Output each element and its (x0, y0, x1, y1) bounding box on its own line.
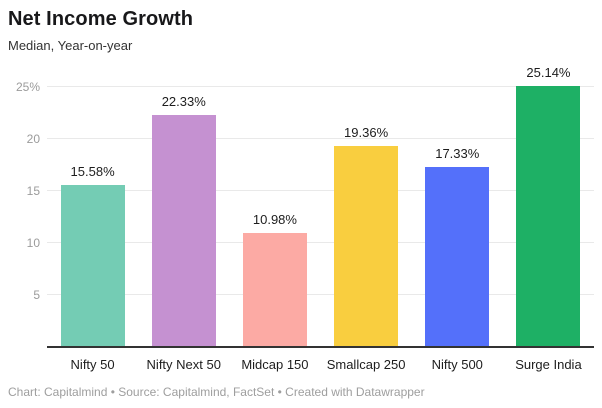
y-gridline (47, 138, 594, 139)
bar-group: 15.58% Nifty 50 (47, 66, 138, 372)
y-tick-label: 15 (26, 184, 40, 198)
bar-category-label: Nifty 500 (431, 357, 483, 372)
y-gridline (47, 294, 594, 295)
bar-columns: 15.58% Nifty 50 22.33% Nifty Next 50 10.98% M… (47, 64, 594, 372)
bar-value-label: 22.33% (161, 93, 206, 109)
y-tick-label: 5 (33, 288, 40, 302)
bar-value-label: 25.14% (526, 64, 571, 80)
bar-category-label: Nifty Next 50 (146, 357, 221, 372)
bar-group: 10.98% Midcap 150 (229, 66, 320, 372)
bar-group: 25.14% Surge India (503, 64, 594, 372)
bar-group: 19.36% Smallcap 250 (321, 66, 412, 372)
bar (151, 114, 216, 347)
y-gridline (47, 242, 594, 243)
x-axis-baseline (47, 346, 594, 348)
bar (242, 232, 307, 347)
y-gridline (47, 86, 594, 87)
y-tick-label: 20 (26, 132, 40, 146)
y-tick-label: 10 (26, 236, 40, 250)
bar-group: 17.33% Nifty 500 (412, 66, 503, 372)
bar (425, 166, 490, 347)
bar-category-label: Nifty 50 (70, 357, 115, 372)
bar-value-label: 15.58% (70, 163, 115, 179)
bar (516, 85, 581, 347)
bar-category-label: Surge India (515, 357, 582, 372)
y-gridline (47, 190, 594, 191)
bar-category-label: Smallcap 250 (326, 357, 406, 372)
plot-area: 15.58% Nifty 50 22.33% Nifty Next 50 10.98% M… (16, 64, 594, 372)
bar-group: 22.33% Nifty Next 50 (138, 66, 229, 372)
bar-value-label: 17.33% (435, 145, 480, 161)
attribution-footer: Chart: Capitalmind • Source: Capitalmind… (8, 385, 425, 399)
bar (60, 184, 125, 347)
bar-category-label: Midcap 150 (241, 357, 309, 372)
bar-value-label: 10.98% (252, 211, 297, 227)
bar (334, 145, 399, 347)
chart-subtitle: Median, Year-on-year (8, 38, 133, 53)
y-tick-label: 25% (15, 80, 40, 94)
bar-value-label: 19.36% (344, 124, 389, 140)
chart-title: Net Income Growth (8, 8, 194, 30)
